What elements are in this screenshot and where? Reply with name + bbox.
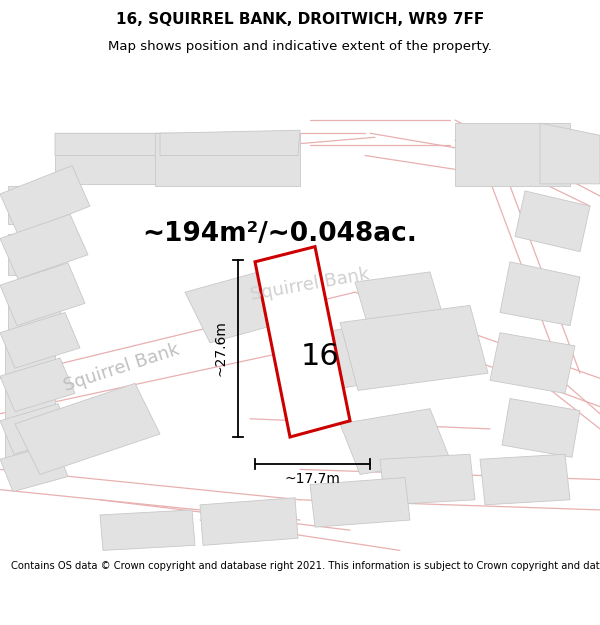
Text: 16: 16 [301,342,340,371]
Polygon shape [515,191,590,252]
Polygon shape [0,214,88,279]
Polygon shape [255,247,350,437]
Polygon shape [8,234,60,275]
Polygon shape [380,454,475,505]
Polygon shape [0,444,68,492]
Polygon shape [5,383,55,419]
Polygon shape [0,263,85,326]
Polygon shape [0,358,75,412]
Polygon shape [0,404,72,454]
Polygon shape [5,340,55,376]
Polygon shape [200,498,298,546]
Polygon shape [8,186,60,224]
Polygon shape [340,409,450,474]
Polygon shape [385,312,475,368]
Polygon shape [5,429,55,464]
Text: ~194m²/~0.048ac.: ~194m²/~0.048ac. [143,221,418,248]
Polygon shape [100,510,195,551]
Polygon shape [55,133,295,156]
Polygon shape [290,322,400,394]
Polygon shape [455,123,570,186]
Polygon shape [540,123,600,184]
Polygon shape [502,399,580,458]
Polygon shape [55,133,295,184]
Text: Squirrel Bank: Squirrel Bank [249,266,371,304]
Polygon shape [355,272,445,332]
Text: 16, SQUIRREL BANK, DROITWICH, WR9 7FF: 16, SQUIRREL BANK, DROITWICH, WR9 7FF [116,12,484,27]
Polygon shape [15,383,160,474]
Polygon shape [310,478,410,527]
Polygon shape [0,166,90,234]
Polygon shape [490,332,575,394]
Text: Map shows position and indicative extent of the property.: Map shows position and indicative extent… [108,41,492,54]
Text: Squirrel Bank: Squirrel Bank [62,341,182,396]
Polygon shape [185,262,320,343]
Polygon shape [500,262,580,326]
Text: Contains OS data © Crown copyright and database right 2021. This information is : Contains OS data © Crown copyright and d… [11,561,600,571]
Text: ~27.6m: ~27.6m [214,321,228,376]
Polygon shape [160,130,300,156]
Polygon shape [340,306,488,391]
Polygon shape [480,454,570,505]
Text: ~17.7m: ~17.7m [284,472,340,486]
Polygon shape [8,289,60,329]
Polygon shape [0,312,80,368]
Polygon shape [155,133,300,186]
